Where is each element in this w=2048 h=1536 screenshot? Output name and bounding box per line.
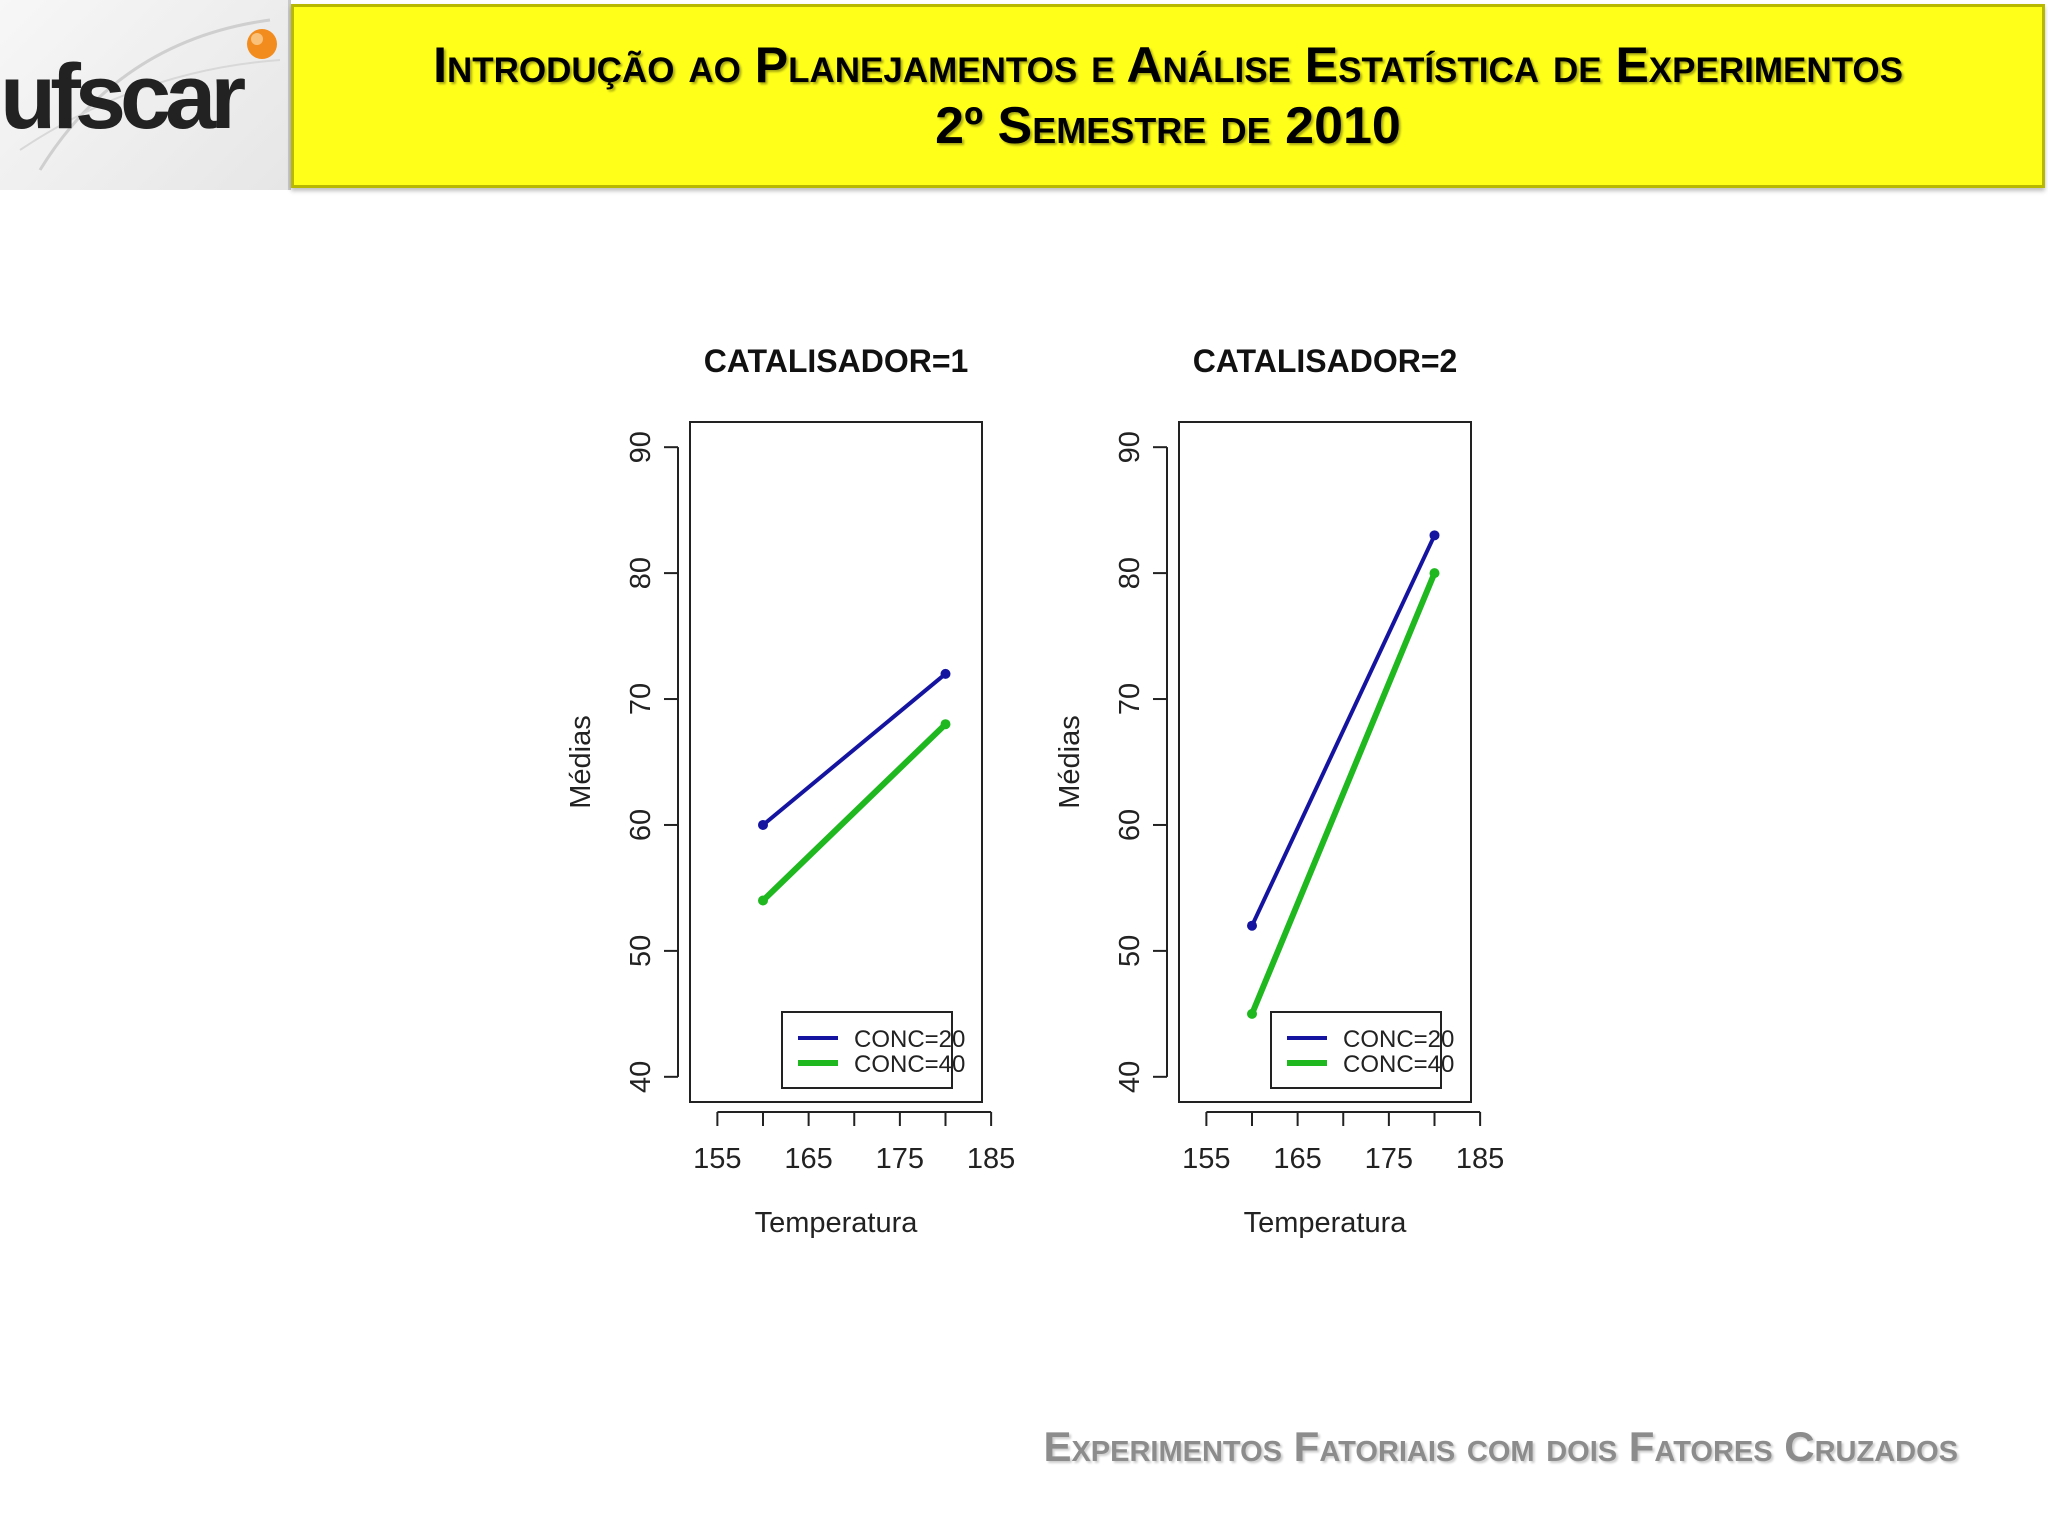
legend-box bbox=[1270, 1011, 1442, 1089]
x-axis-label: Temperatura bbox=[755, 1207, 919, 1239]
y-tick-label: 60 bbox=[1114, 809, 1146, 841]
x-tick-label: 155 bbox=[693, 1143, 741, 1175]
data-point bbox=[1247, 1008, 1257, 1019]
y-axis-label: Médias bbox=[1054, 715, 1086, 809]
footer-title: Experimentos Fatoriais com dois Fatores … bbox=[1043, 1423, 1958, 1470]
data-point bbox=[1429, 568, 1440, 579]
x-tick-label: 185 bbox=[967, 1143, 1015, 1175]
y-tick-label: 40 bbox=[1114, 1061, 1146, 1093]
series-line-conc40 bbox=[760, 722, 948, 903]
x-tick-label: 185 bbox=[1456, 1143, 1504, 1175]
logo-text: ufscar bbox=[0, 46, 245, 148]
legend-label: CONC=20 bbox=[1343, 1026, 1454, 1053]
chart-title: CATALISADOR=2 bbox=[1193, 343, 1458, 379]
y-tick-label: 50 bbox=[1114, 935, 1146, 967]
x-axis-label: Temperatura bbox=[1244, 1207, 1408, 1239]
y-tick-label: 60 bbox=[625, 809, 657, 841]
series-line-conc20 bbox=[1250, 534, 1437, 927]
series-line-conc20 bbox=[761, 672, 947, 827]
x-tick-label: 155 bbox=[1182, 1143, 1230, 1175]
plot-frame bbox=[1178, 421, 1472, 1103]
y-tick-label: 90 bbox=[1114, 431, 1146, 463]
y-axis-label: Médias bbox=[565, 715, 597, 809]
chart-panel-1: CATALISADOR=1 155 165 175 185 Temperatura 40 50… bbox=[565, 343, 1015, 1239]
series-line-conc40 bbox=[1249, 571, 1438, 1015]
y-tick-label: 50 bbox=[625, 935, 657, 967]
legend-label: CONC=40 bbox=[1343, 1051, 1454, 1078]
x-tick-label: 165 bbox=[1273, 1143, 1321, 1175]
legend-label: CONC=40 bbox=[854, 1051, 965, 1078]
plot-frame bbox=[689, 421, 983, 1103]
ufscar-logo: ufscar bbox=[0, 0, 291, 190]
header-banner: Introdução ao Planejamentos e Análise Es… bbox=[291, 4, 2045, 188]
chart-title: CATALISADOR=1 bbox=[704, 343, 969, 379]
data-point bbox=[1429, 530, 1440, 541]
data-point bbox=[940, 668, 951, 679]
y-tick-label: 70 bbox=[625, 683, 657, 715]
y-tick-label: 90 bbox=[625, 431, 657, 463]
data-point bbox=[758, 895, 768, 906]
y-tick-label: 80 bbox=[1114, 557, 1146, 589]
chart-panel-2: CATALISADOR=2 155 165 175 185 Temperatura 40 50… bbox=[1054, 343, 1504, 1239]
y-tick-label: 80 bbox=[625, 557, 657, 589]
y-tick-label: 70 bbox=[1114, 683, 1146, 715]
data-point bbox=[940, 719, 951, 730]
legend-label: CONC=20 bbox=[854, 1026, 965, 1053]
x-tick-label: 175 bbox=[1365, 1143, 1413, 1175]
page-subtitle: 2º Semestre de 2010 bbox=[935, 96, 1401, 155]
legend-box bbox=[781, 1011, 953, 1089]
x-tick-label: 175 bbox=[876, 1143, 924, 1175]
data-point bbox=[1247, 920, 1257, 931]
data-point bbox=[758, 819, 768, 830]
x-tick-label: 165 bbox=[784, 1143, 832, 1175]
page-title: Introdução ao Planejamentos e Análise Es… bbox=[433, 36, 1903, 93]
ufscar-logo-icon: ufscar bbox=[0, 18, 281, 171]
y-tick-label: 40 bbox=[625, 1061, 657, 1093]
